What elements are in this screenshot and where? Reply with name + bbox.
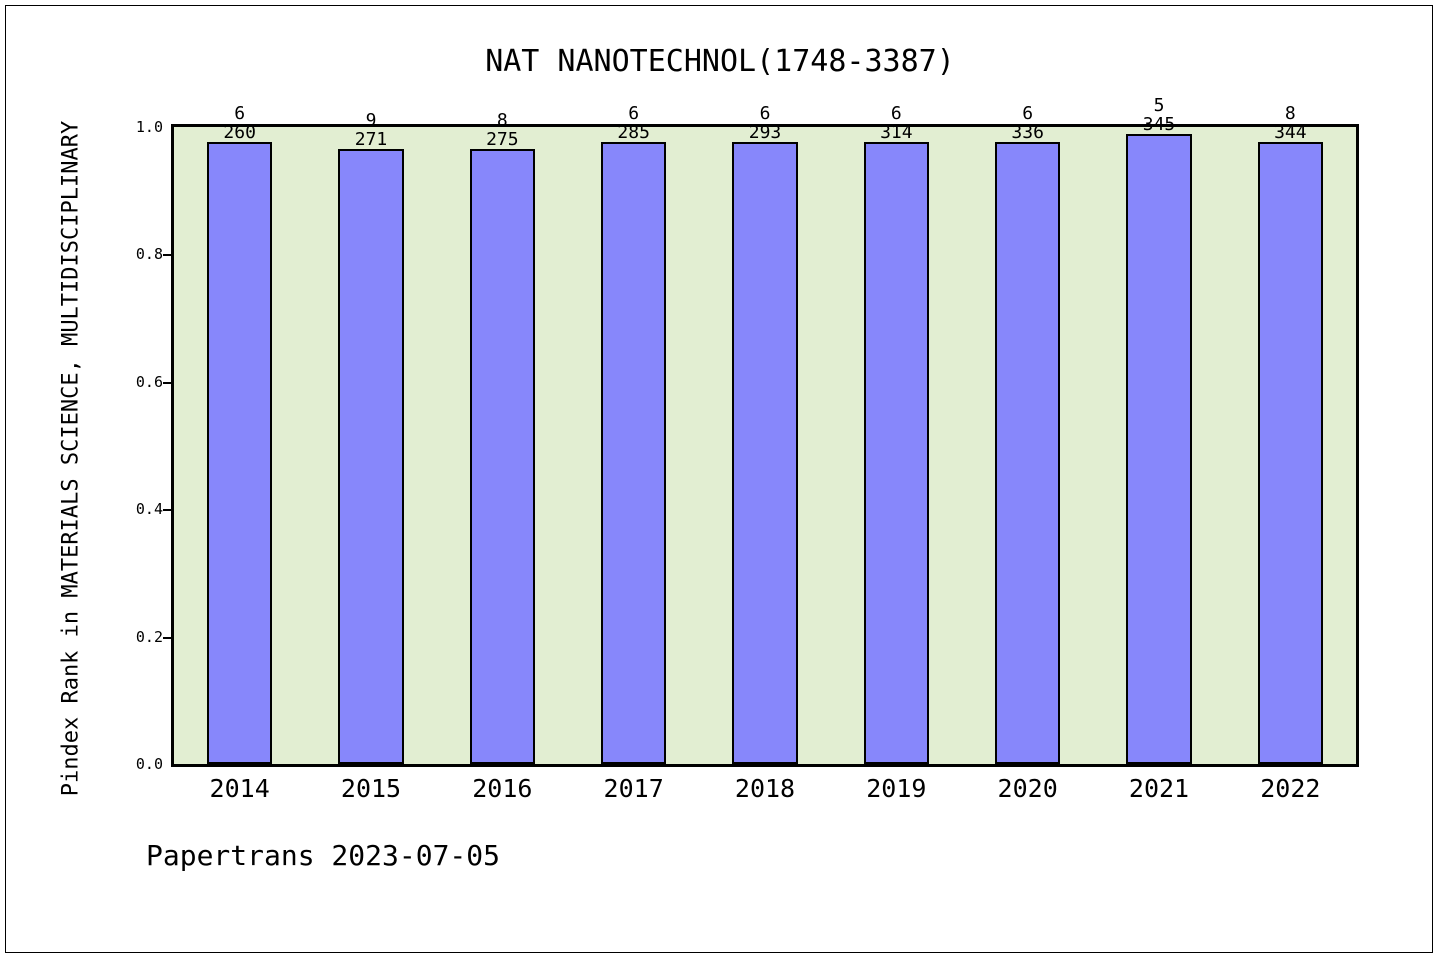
x-tick-label: 2022 [1260,774,1321,803]
x-tick-label: 2015 [340,774,402,803]
y-tick-label: 0.4 [135,500,163,519]
bar [1126,134,1192,764]
bar [863,141,930,764]
x-tick-label: 2017 [603,774,664,803]
bar [600,141,667,764]
bar [1257,141,1324,764]
x-tick-label: 2018 [734,774,796,803]
y-axis-tick [163,509,174,512]
y-axis-tick [163,636,174,639]
bar [732,141,798,764]
plot-area [163,124,1359,767]
chart-title: NAT NANOTECHNOL(1748-3387) [485,44,955,79]
bar [206,141,273,764]
x-tick-label: 2016 [472,774,533,803]
bar-rank-value: 6 [890,102,902,124]
bar-rank-value: 6 [1022,102,1034,124]
bar-rank-value: 6 [628,102,640,124]
bar-rank-value: 5 [1153,95,1165,116]
bar [994,141,1061,764]
y-tick-label: 0.0 [135,755,163,773]
bar-rank-value: 6 [759,102,771,124]
bar [469,148,536,764]
y-axis-title: Pindex Rank in MATERIALS SCIENCE, MULTID… [58,120,84,797]
x-tick-label: 2019 [866,774,927,803]
bar-rank-value: 6 [234,102,246,124]
y-tick-label: 0.8 [135,245,163,264]
bar-rank-value: 8 [1284,102,1296,124]
y-tick-label: 0.2 [135,627,163,646]
bar [338,148,404,764]
y-tick-label: 1.0 [135,118,163,136]
x-tick-label: 2020 [997,774,1058,803]
footer-note: Papertrans 2023-07-05 [146,839,501,872]
y-axis-tick [163,381,174,384]
y-tick-label: 0.6 [135,372,163,391]
x-tick-label: 2014 [209,774,270,803]
y-axis-tick [163,254,174,257]
x-tick-label: 2021 [1128,774,1190,803]
figure-frame: NAT NANOTECHNOL(1748-3387) Pindex Rank i… [5,5,1433,953]
